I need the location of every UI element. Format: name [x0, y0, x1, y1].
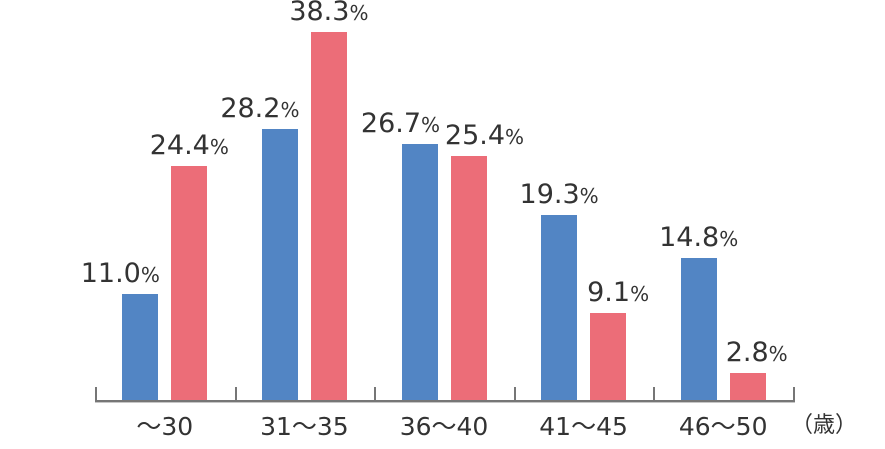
x-axis-unit-label: （歳） [791, 413, 858, 438]
value-percent-sign: % [349, 1, 369, 25]
value-number: 14.8 [659, 222, 720, 253]
bar-value-label: 11.0% [81, 260, 160, 287]
x-axis-category-label: 41〜45 [539, 412, 628, 441]
bar-red-4 [729, 373, 766, 400]
value-percent-sign: % [140, 263, 160, 287]
value-percent-sign: % [421, 113, 441, 137]
value-number: 11.0 [80, 258, 141, 289]
value-percent-sign: % [768, 342, 788, 366]
bar-value-label: 28.2% [220, 95, 299, 122]
value-percent-sign: % [579, 184, 599, 208]
bar-value-label: 24.4% [150, 132, 229, 159]
bar-value-label: 25.4% [445, 122, 524, 149]
bar-red-1 [310, 32, 347, 400]
x-axis-tick [234, 387, 237, 400]
bar-red-0 [171, 166, 208, 400]
x-axis-tick [653, 387, 656, 400]
bar-blue-2 [401, 144, 438, 400]
bar-blue-1 [261, 129, 298, 400]
x-axis-category-label: 31〜35 [260, 412, 349, 441]
bar-red-3 [590, 313, 627, 400]
bar-value-label: 19.3% [520, 181, 599, 208]
bar-blue-4 [680, 258, 717, 400]
value-number: 26.7 [360, 108, 422, 139]
bar-value-label: 14.8% [659, 224, 738, 251]
x-axis-tick [793, 387, 795, 400]
bar-value-label: 2.8% [726, 339, 788, 366]
bar-blue-3 [541, 215, 578, 400]
value-number: 19.3 [519, 179, 580, 210]
x-axis-tick [513, 387, 516, 400]
x-axis-category-label: 〜30 [136, 412, 194, 441]
value-percent-sign: % [630, 282, 650, 306]
value-percent-sign: % [505, 125, 525, 149]
value-percent-sign: % [719, 227, 739, 251]
value-percent-sign: % [280, 98, 300, 122]
value-number: 28.2 [220, 93, 281, 124]
bar-blue-0 [122, 294, 159, 400]
x-axis-line [95, 400, 795, 402]
x-axis-category-label: 46〜50 [678, 412, 768, 441]
bar-value-label: 26.7% [361, 110, 440, 137]
bar-value-label: 9.1% [587, 279, 649, 306]
bar-value-label: 38.3% [289, 0, 368, 25]
value-number: 24.4 [149, 130, 210, 161]
value-percent-sign: % [209, 135, 229, 159]
x-axis-tick [95, 387, 97, 400]
value-number: 2.8 [725, 337, 769, 368]
value-number: 38.3 [289, 0, 350, 27]
x-axis-category-label: 36〜40 [399, 412, 489, 441]
x-axis-tick [374, 387, 377, 400]
bar-red-2 [450, 156, 487, 400]
value-number: 9.1 [587, 277, 631, 308]
value-number: 25.4 [444, 120, 506, 151]
